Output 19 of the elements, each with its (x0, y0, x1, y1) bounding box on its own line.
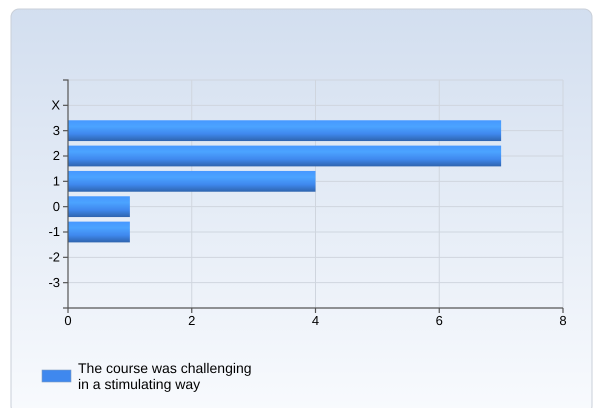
x-tick-label: 6 (436, 313, 443, 328)
y-tick-label: 1 (52, 173, 60, 188)
bar (68, 222, 130, 242)
y-tick-label: -1 (48, 224, 60, 240)
x-tick-label: 8 (559, 313, 567, 328)
y-tick-label: 3 (52, 122, 60, 138)
y-tick-label: X (51, 97, 60, 112)
bar (68, 170, 316, 192)
y-tick-label: -2 (48, 249, 60, 264)
bar (68, 196, 130, 218)
y-tick-label: 2 (52, 148, 60, 164)
x-tick-label: 2 (188, 313, 196, 328)
bar (68, 120, 502, 142)
y-tick-label: -3 (48, 274, 60, 290)
y-tick-label: 0 (52, 198, 60, 214)
x-tick-label: 4 (312, 313, 320, 328)
bar (68, 146, 502, 166)
legend-label: The course was challenging in a stimulating way (78, 360, 252, 392)
x-tick-label: 0 (64, 313, 72, 328)
